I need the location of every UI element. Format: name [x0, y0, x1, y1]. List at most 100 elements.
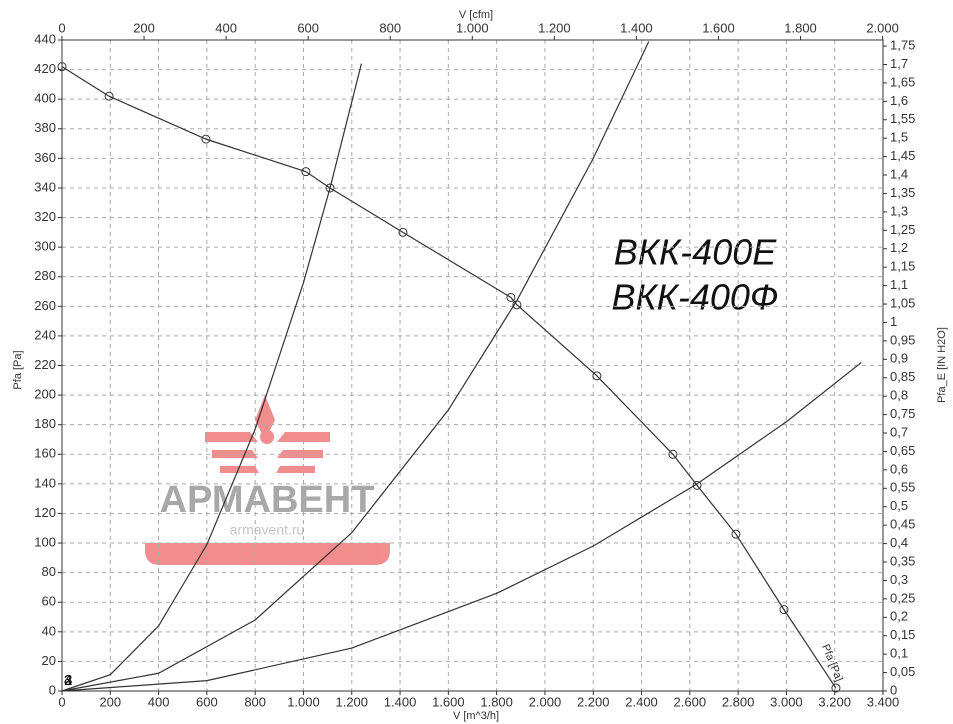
x2-tick-label: 400	[215, 20, 237, 35]
y-tick-label: 360	[34, 150, 56, 165]
x-tick-label: 2.800	[722, 694, 755, 709]
data-point	[325, 183, 335, 193]
operating-point-label: 3	[64, 672, 72, 689]
y-tick-label: 280	[34, 268, 56, 283]
data-point	[731, 529, 741, 539]
y2-tick-label: 1,3	[890, 203, 908, 218]
y-tick-label: 240	[34, 327, 56, 342]
plot-frame	[61, 39, 884, 692]
x2-tick-label: 1.800	[784, 20, 817, 35]
x-axis-title: V [m^3/h]	[453, 710, 499, 722]
y2-tick-label: 0,05	[890, 664, 915, 679]
y-tick-label: 180	[34, 416, 56, 431]
y2-tick-label: 1,65	[890, 74, 915, 89]
y-tick-label: 80	[42, 564, 56, 579]
series-line	[61, 41, 650, 692]
y2-tick-label: 0,2	[890, 609, 908, 624]
x2-tick-label: 1.000	[456, 20, 489, 35]
x2-tick-label: 2.000	[866, 20, 899, 35]
y2-tick-label: 1,05	[890, 295, 915, 310]
y2-tick-label: 0,15	[890, 627, 915, 642]
x-tick-label: 200	[99, 694, 121, 709]
y2-tick-label: 0,8	[890, 388, 908, 403]
logo-band	[145, 543, 390, 565]
data-point	[692, 480, 702, 490]
x-tick-label: 2.200	[577, 694, 610, 709]
y2-tick-label: 1,15	[890, 259, 915, 274]
y-tick-label: 60	[42, 594, 56, 609]
y2-tick-label: 1,25	[890, 222, 915, 237]
y2-tick-label: 1	[890, 314, 897, 329]
y-axis-title: Pfa [Pa]	[12, 350, 24, 389]
y-tick-label: 380	[34, 120, 56, 135]
annotation: ВКК-400Ф	[611, 277, 778, 318]
operating-point-label: 4	[64, 672, 72, 689]
data-point	[398, 227, 408, 237]
y2-tick-label: 0,95	[890, 332, 915, 347]
y2-tick-label: 0,55	[890, 480, 915, 495]
y-tick-label: 400	[34, 91, 56, 106]
x-tick-label: 1.000	[287, 694, 320, 709]
x2-tick-label: 1.400	[620, 20, 653, 35]
x-tick-label: 3.000	[770, 694, 803, 709]
y2-tick-label: 0,7	[890, 424, 908, 439]
y-tick-label: 120	[34, 505, 56, 520]
data-point	[506, 292, 516, 302]
data-point	[668, 449, 678, 459]
y2-tick-label: 0,5	[890, 498, 908, 513]
series-line	[61, 63, 363, 692]
y-tick-label: 140	[34, 475, 56, 490]
y2-tick-label: 0,35	[890, 553, 915, 568]
x2-tick-label: 200	[133, 20, 155, 35]
y2-tick-label: 0,9	[890, 351, 908, 366]
y-tick-label: 20	[42, 653, 56, 668]
x2-axis-title: V [cfm]	[459, 9, 493, 21]
y2-tick-label: 1,35	[890, 185, 915, 200]
x-tick-label: 1.400	[384, 694, 417, 709]
x-tick-label: 1.600	[432, 694, 465, 709]
y-tick-label: 0	[49, 682, 56, 697]
y2-tick-label: 0,3	[890, 572, 908, 587]
logo-top	[255, 395, 275, 440]
y-tick-label: 340	[34, 179, 56, 194]
data-point	[592, 371, 602, 381]
x-tick-label: 2.000	[529, 694, 562, 709]
x-tick-label: 2.600	[674, 694, 707, 709]
y-tick-label: 320	[34, 209, 56, 224]
operating-point-label: 2	[64, 672, 72, 689]
x2-tick-label: 0	[58, 20, 65, 35]
data-point	[201, 134, 211, 144]
x-tick-label: 3.200	[818, 694, 851, 709]
logo-wing-left	[205, 432, 259, 473]
y2-tick-label: 1,7	[890, 56, 908, 71]
y-tick-label: 260	[34, 298, 56, 313]
watermark: АРМАВЕНТ armavent.ru	[145, 395, 390, 565]
y2-tick-label: 0,1	[890, 646, 908, 661]
y2-tick-label: 0,75	[890, 406, 915, 421]
y2-tick-label: 1,45	[890, 148, 915, 163]
x-tick-label: 1.800	[480, 694, 513, 709]
y2-tick-label: 1,75	[890, 37, 915, 52]
watermark-brand: АРМАВЕНТ	[160, 479, 375, 521]
y2-tick-label: 1,55	[890, 111, 915, 126]
x2-tick-label: 600	[297, 20, 319, 35]
x-tick-label: 1.200	[335, 694, 368, 709]
x-tick-label: 400	[148, 694, 170, 709]
y2-tick-label: 0,45	[890, 517, 915, 532]
y-tick-label: 200	[34, 387, 56, 402]
y2-tick-label: 1,4	[890, 166, 908, 181]
data-point	[779, 605, 789, 615]
data-point	[831, 683, 841, 693]
y-tick-label: 300	[34, 239, 56, 254]
y-tick-label: 40	[42, 623, 56, 638]
y2-tick-label: 0,65	[890, 443, 915, 458]
x2-tick-label: 1.200	[538, 20, 571, 35]
y2-tick-label: 1,2	[890, 240, 908, 255]
x2-tick-label: 800	[379, 20, 401, 35]
y2-tick-label: 0,85	[890, 369, 915, 384]
y2-tick-label: 1,1	[890, 277, 908, 292]
y2-tick-label: 1,5	[890, 130, 908, 145]
x-tick-label: 3.400	[867, 694, 900, 709]
logo-wing-right	[276, 432, 330, 473]
annotation: ВКК-400Е	[614, 232, 777, 273]
